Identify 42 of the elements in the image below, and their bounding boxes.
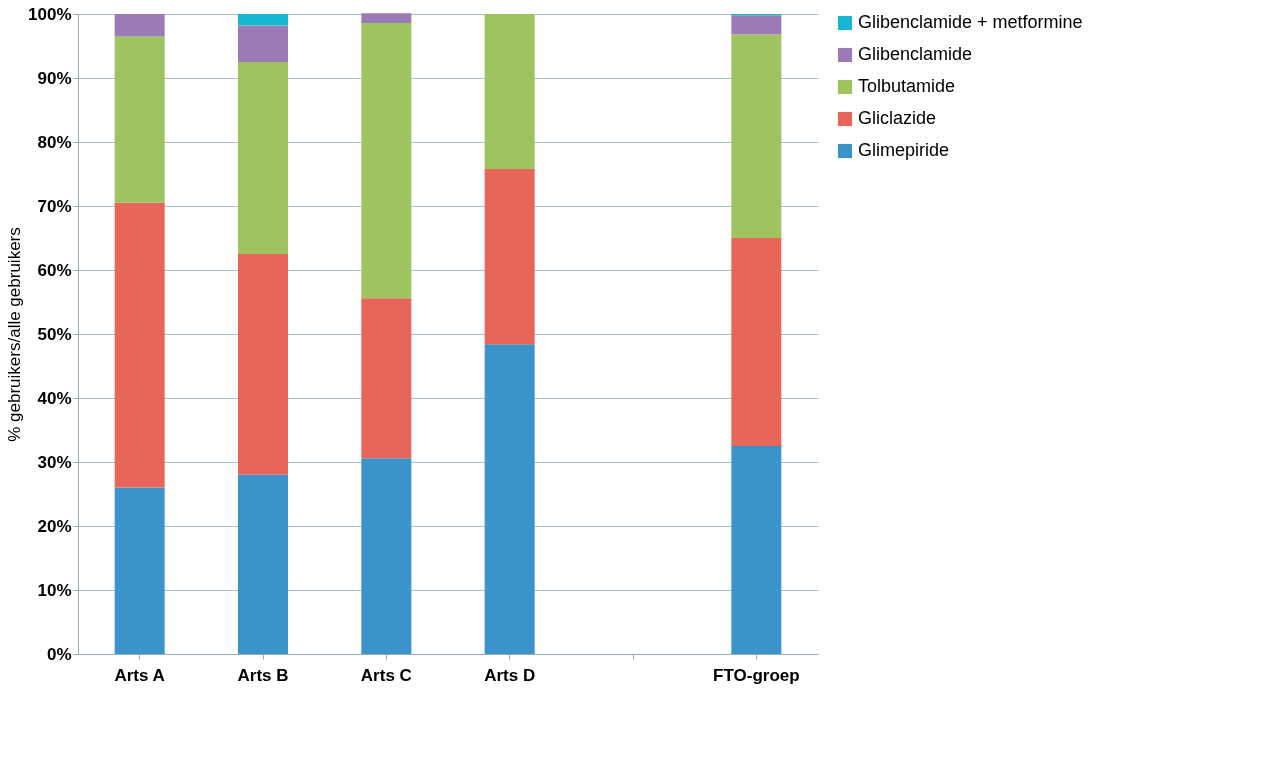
bar — [361, 13, 412, 23]
bar — [731, 238, 782, 446]
y-tick-label: 50% — [37, 324, 72, 344]
x-tick-label: Arts C — [360, 665, 412, 685]
y-tick-label: 10% — [37, 580, 72, 600]
bar — [238, 14, 288, 26]
y-tick-label: 80% — [37, 132, 72, 152]
bar — [361, 298, 412, 459]
x-tick-label: Arts A — [114, 665, 165, 685]
y-tick-label: 20% — [37, 516, 72, 536]
bar — [361, 22, 412, 299]
legend-label: Tolbutamide — [858, 76, 956, 96]
x-tick-label: FTO-groep — [713, 665, 800, 685]
bar — [238, 62, 288, 254]
bar — [114, 487, 165, 654]
bar — [238, 474, 288, 654]
x-tick-label: Arts B — [237, 665, 289, 685]
y-tick-label: 70% — [37, 196, 72, 216]
bar — [238, 25, 288, 62]
y-tick-label: 40% — [37, 388, 72, 408]
bar — [238, 254, 288, 475]
bar — [731, 34, 782, 238]
y-axis-title: % gebruikers/alle gebruikers — [5, 227, 25, 442]
y-tick-label: 60% — [37, 260, 72, 280]
y-tick-label: 0% — [46, 644, 72, 664]
bar — [484, 168, 535, 345]
bar — [484, 14, 535, 169]
bar — [484, 344, 535, 654]
legend-label: Glibenclamide + metformine — [858, 12, 1083, 32]
bar — [114, 14, 165, 37]
bar — [731, 446, 782, 654]
bar — [114, 202, 165, 488]
bar — [731, 15, 782, 35]
y-tick-label: 30% — [37, 452, 72, 472]
bar — [361, 458, 412, 654]
y-tick-label: 100% — [28, 4, 72, 24]
x-tick-label: Arts D — [484, 665, 536, 685]
legend-label: Gliclazide — [858, 108, 937, 128]
bar — [114, 36, 165, 203]
legend-label: Glibenclamide — [858, 44, 973, 64]
legend-label: Glimepiride — [858, 140, 950, 160]
y-tick-label: 90% — [37, 68, 72, 88]
